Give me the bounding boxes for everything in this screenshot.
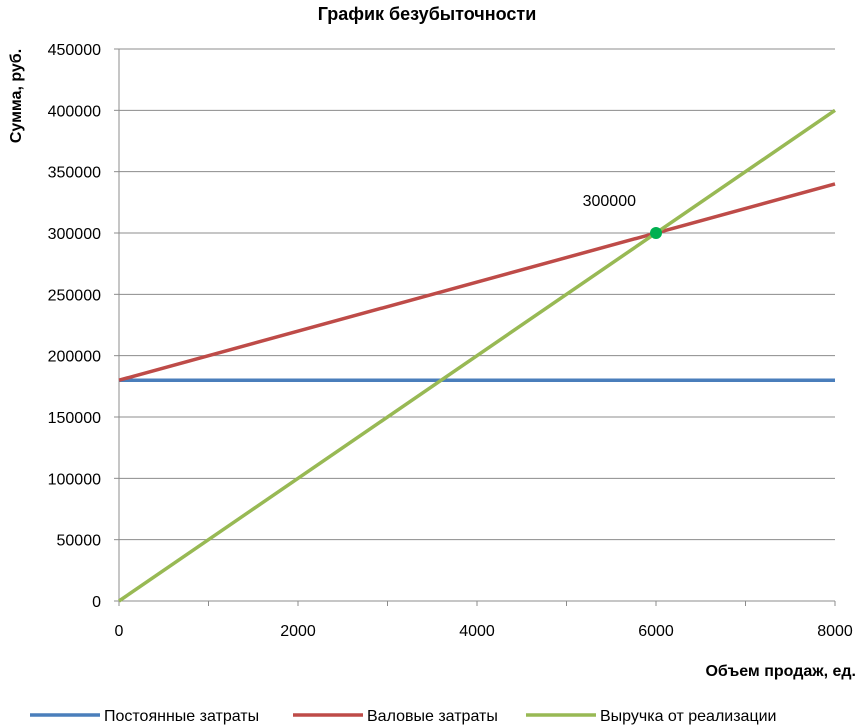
y-tick-label: 0	[92, 594, 101, 611]
y-axis-title: Сумма, руб.	[8, 49, 25, 143]
y-tick-label: 450000	[48, 42, 101, 59]
markers: 300000	[583, 193, 662, 239]
legend: Постоянные затраты Валовые затраты Выручка…	[30, 708, 776, 725]
x-tick-label: 4000	[459, 623, 495, 640]
series-line-2	[118, 182, 836, 382]
legend-label-2: Валовые затраты	[367, 708, 498, 725]
gridlines	[119, 48, 835, 541]
y-tick-label: 350000	[48, 165, 101, 182]
series-line-3	[118, 108, 836, 603]
x-tick-labels: 0 2000 4000 6000 8000	[115, 623, 853, 640]
y-tick-label: 250000	[48, 287, 101, 304]
y-tick-label: 150000	[48, 410, 101, 427]
x-tick-label: 2000	[280, 623, 316, 640]
x-axis-title: Объем продаж, ед.	[705, 663, 856, 680]
axes	[114, 48, 836, 606]
y-tick-label: 100000	[48, 471, 101, 488]
x-tick-label: 6000	[638, 623, 674, 640]
y-tick-label: 200000	[48, 349, 101, 366]
legend-label-3: Выручка от реализации	[600, 708, 776, 725]
break-even-marker	[650, 227, 662, 239]
y-tick-labels: 0 50000 100000 150000 200000 250000 300000 3500…	[48, 42, 101, 611]
y-tick-label: 400000	[48, 103, 101, 120]
y-tick-label: 300000	[48, 226, 101, 243]
x-tick-label: 0	[115, 623, 124, 640]
break-even-label: 300000	[583, 193, 636, 210]
x-tick-label: 8000	[817, 623, 853, 640]
series-lines	[118, 108, 836, 603]
y-tick-label: 50000	[57, 533, 102, 550]
legend-label-1: Постоянные затраты	[104, 708, 259, 725]
chart-title: График безубыточности	[318, 4, 537, 24]
